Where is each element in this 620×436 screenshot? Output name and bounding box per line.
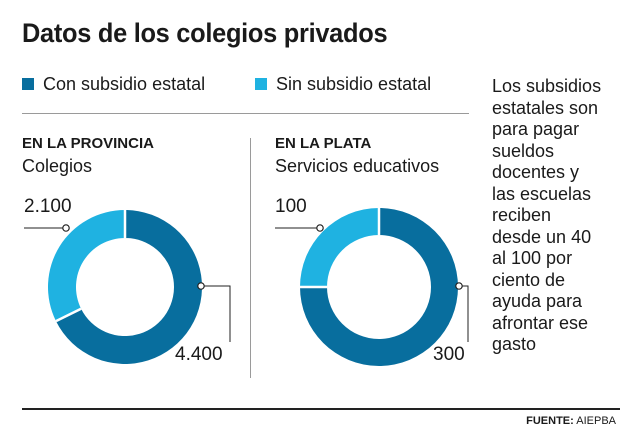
value-label-unsubsidized-laplata: 100 <box>275 196 307 217</box>
section-title-laplata: EN LA PLATA <box>275 135 372 152</box>
leader-dot-subsidized-province <box>197 282 205 290</box>
value-label-unsubsidized-province: 2.100 <box>24 196 72 217</box>
donut-slice-subsidized-laplata <box>300 208 458 366</box>
footer-rule <box>22 408 620 410</box>
source-value: AIEPBA <box>576 415 616 427</box>
value-label-subsidized-laplata: 300 <box>433 344 465 365</box>
value-label-subsidized-province: 4.400 <box>175 344 223 365</box>
legend-item-unsubsidized: Sin subsidio estatal <box>255 74 431 95</box>
page-title: Datos de los colegios privados <box>22 18 388 48</box>
donut-separator-province-1 <box>55 307 82 323</box>
legend-label-unsubsidized: Sin subsidio estatal <box>276 74 432 94</box>
donut-slice-unsubsidized-province <box>47 210 125 322</box>
donut-slice-unsubsidized-laplata <box>300 208 379 287</box>
leader-dot-unsubsidized-province <box>62 224 70 232</box>
charts-divider <box>250 138 251 378</box>
section-title-province: EN LA PROVINCIA <box>22 135 154 152</box>
leader-dot-subsidized-laplata <box>455 282 463 290</box>
legend-swatch-subsidized <box>22 78 34 90</box>
legend-item-subsidized: Con subsidio estatal <box>22 74 205 95</box>
section-subtitle-province: Colegios <box>22 156 93 176</box>
leader-dot-unsubsidized-laplata <box>316 224 324 232</box>
source-credit: FUENTE: AIEPBA <box>526 415 616 427</box>
side-note: Los subsidios estatales son para pagar s… <box>492 76 602 354</box>
donut-slice-subsidized-province <box>55 210 202 365</box>
source-label: FUENTE: <box>526 415 574 427</box>
legend-swatch-unsubsidized <box>255 78 267 90</box>
header-divider <box>22 113 469 114</box>
leader-line-subsidized-laplata <box>459 285 469 342</box>
section-subtitle-laplata: Servicios educativos <box>275 156 440 176</box>
legend-label-subsidized: Con subsidio estatal <box>43 74 206 94</box>
leader-line-subsidized-province <box>201 285 231 342</box>
